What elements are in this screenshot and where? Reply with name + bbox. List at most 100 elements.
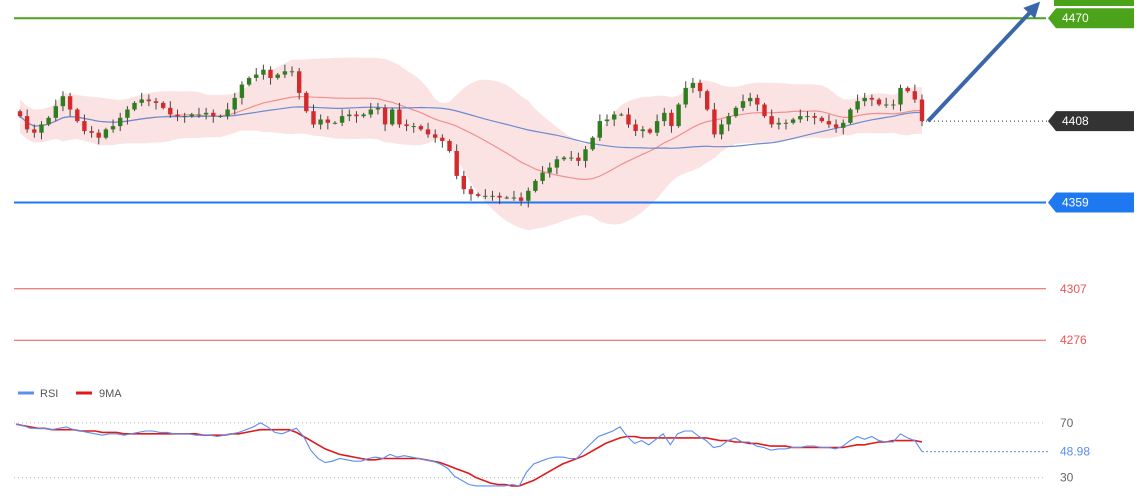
pivot-label: 4359	[1062, 195, 1089, 209]
candle-body	[855, 101, 860, 110]
candle-body	[619, 114, 624, 116]
candle	[619, 112, 624, 117]
candle-body	[798, 116, 803, 120]
candle	[67, 92, 73, 117]
candle-body	[898, 87, 903, 105]
candle	[39, 121, 44, 140]
trend-arrow-head	[1023, 1, 1041, 19]
candle-body	[569, 157, 574, 159]
candle-body	[733, 107, 739, 117]
candle	[339, 109, 345, 127]
candle-body	[339, 116, 345, 123]
candle-body	[24, 116, 30, 130]
candle	[17, 109, 23, 118]
candle-body	[275, 74, 280, 78]
candle-body	[347, 114, 352, 117]
candle	[289, 66, 295, 77]
candle-body	[576, 157, 581, 161]
candle-body	[17, 111, 23, 117]
candle-body	[891, 104, 896, 106]
candle-body	[268, 69, 273, 78]
candle-body	[905, 87, 910, 92]
candle-body	[218, 116, 223, 118]
candle	[168, 101, 173, 118]
candle-body	[332, 122, 338, 124]
candle	[382, 104, 388, 132]
candle	[547, 162, 552, 178]
candle	[390, 107, 395, 127]
candle	[246, 76, 252, 87]
candle	[640, 126, 645, 138]
candle-body	[561, 157, 567, 160]
candle-body	[39, 124, 44, 133]
candle	[762, 102, 767, 118]
candle-body	[597, 121, 602, 138]
candle-body	[361, 114, 366, 117]
candle	[447, 139, 452, 153]
rsi-legend: RSI 9MA	[18, 388, 122, 400]
trend-arrow-line	[926, 4, 1038, 123]
candle	[318, 114, 323, 130]
rsi-value-label: 48.98	[1060, 445, 1090, 459]
candle	[790, 117, 796, 125]
candle	[626, 107, 631, 128]
candle	[46, 116, 51, 127]
candle-body	[211, 112, 216, 117]
candle-body	[447, 141, 452, 151]
candle	[125, 106, 130, 125]
candle	[504, 195, 509, 200]
candle	[612, 111, 617, 127]
candle-body	[762, 104, 767, 117]
candle	[876, 97, 882, 107]
candle	[740, 94, 746, 112]
candle-body	[32, 129, 37, 133]
candle	[604, 114, 610, 127]
candle	[347, 109, 352, 122]
support-1-label: 4307	[1060, 282, 1087, 296]
candle	[898, 84, 903, 112]
candle-body	[554, 159, 560, 168]
candle-body	[604, 119, 610, 122]
candle-body	[182, 116, 187, 118]
candle	[96, 129, 101, 145]
candle-body	[697, 82, 703, 92]
current-price-label: 4408	[1062, 114, 1089, 128]
candle-body	[662, 112, 667, 122]
candle	[82, 114, 87, 135]
candlesticks	[17, 64, 925, 208]
candle	[511, 190, 517, 201]
candle	[146, 94, 151, 107]
candle	[683, 81, 688, 108]
candle-body	[225, 109, 230, 117]
candle	[354, 111, 359, 123]
rsi-panel: 70 30 48.98	[14, 416, 1090, 487]
candle-body	[647, 129, 653, 133]
candle-body	[590, 137, 595, 150]
candle-body	[783, 122, 789, 124]
candle-body	[841, 122, 846, 128]
candle	[526, 187, 531, 208]
candle	[869, 94, 875, 107]
candle	[497, 192, 502, 205]
candle-body	[75, 109, 80, 122]
candle	[647, 127, 653, 135]
candle	[483, 189, 488, 200]
resistance-2-tag: 4470	[1048, 8, 1134, 29]
candle-body	[425, 129, 431, 135]
candle	[719, 119, 724, 140]
level-labels: 4470 4408 4359 4307 4276	[1048, 0, 1134, 347]
candle	[332, 121, 338, 125]
candle	[297, 68, 302, 100]
candle	[361, 112, 366, 118]
candle	[798, 109, 803, 123]
resistance-2-label: 4470	[1062, 11, 1089, 25]
candle	[53, 99, 58, 122]
trend-arrow	[926, 1, 1041, 123]
candle-body	[540, 172, 545, 181]
candle	[425, 122, 431, 138]
candle-body	[382, 107, 388, 125]
candle	[103, 127, 109, 140]
candle-body	[175, 114, 180, 117]
candle	[139, 92, 144, 107]
candle-body	[483, 195, 488, 197]
